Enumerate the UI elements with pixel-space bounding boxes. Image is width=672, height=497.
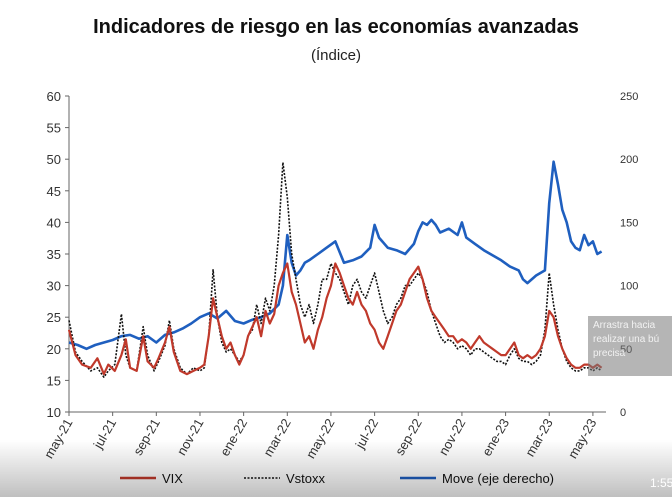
x-tick-label: sep-22 bbox=[392, 416, 425, 458]
y-tick-label-left: 35 bbox=[47, 247, 61, 262]
legend-label-1: Vstoxx bbox=[286, 471, 326, 486]
y-tick-label-left: 20 bbox=[47, 342, 61, 357]
y-tick-label-right: 250 bbox=[620, 91, 638, 103]
chart-subtitle: (Índice) bbox=[310, 47, 362, 64]
x-tick-label: nov-21 bbox=[174, 416, 207, 458]
x-tick-label: mar-22 bbox=[260, 416, 294, 459]
y-tick-label-left: 30 bbox=[47, 279, 61, 294]
y-tick-label-left: 50 bbox=[47, 152, 61, 167]
y-tick-label-left: 25 bbox=[47, 310, 61, 325]
x-tick-label: may-22 bbox=[303, 416, 338, 461]
x-tick-label: jul-21 bbox=[90, 416, 119, 452]
series-line-1 bbox=[68, 161, 603, 378]
y-tick-label-left: 40 bbox=[47, 215, 61, 230]
y-tick-label-left: 55 bbox=[47, 121, 61, 136]
tooltip-line-1: Arrastra hacia bbox=[593, 320, 656, 331]
y-tick-label-left: 10 bbox=[47, 405, 61, 420]
legend-label-2: Move (eje derecho) bbox=[442, 471, 554, 486]
x-tick-label: may-21 bbox=[41, 416, 76, 461]
y-tick-label-right: 150 bbox=[620, 217, 638, 229]
y-tick-label-left: 15 bbox=[47, 373, 61, 388]
search-tooltip-overlay bbox=[588, 316, 672, 376]
search-tooltip-text: Arrastra hacia realizar una bú precisa bbox=[593, 319, 672, 361]
y-tick-label-right: 0 bbox=[620, 407, 626, 419]
x-tick-label: ene-22 bbox=[217, 416, 250, 459]
video-timestamp: 1:55 bbox=[650, 476, 672, 490]
chart-title: Indicadores de riesgo en las economías a… bbox=[93, 16, 579, 38]
y-tick-label-right: 100 bbox=[620, 281, 638, 293]
x-tick-label: jul-22 bbox=[352, 416, 381, 452]
x-tick-label: may-23 bbox=[565, 416, 600, 461]
x-tick-label: ene-23 bbox=[479, 416, 512, 459]
series-line-2 bbox=[68, 160, 603, 351]
x-tick-label: mar-23 bbox=[522, 416, 556, 459]
x-tick-label: sep-21 bbox=[130, 416, 163, 458]
series-line-0 bbox=[67, 262, 603, 376]
tooltip-line-3: precisa bbox=[593, 348, 626, 359]
y-tick-label-left: 60 bbox=[47, 89, 61, 104]
y-tick-label-right: 200 bbox=[620, 154, 638, 166]
tooltip-line-2: realizar una bú bbox=[593, 334, 660, 345]
legend-label-0: VIX bbox=[162, 471, 183, 486]
x-tick-label: nov-22 bbox=[436, 416, 469, 458]
y-tick-label-left: 45 bbox=[47, 184, 61, 199]
